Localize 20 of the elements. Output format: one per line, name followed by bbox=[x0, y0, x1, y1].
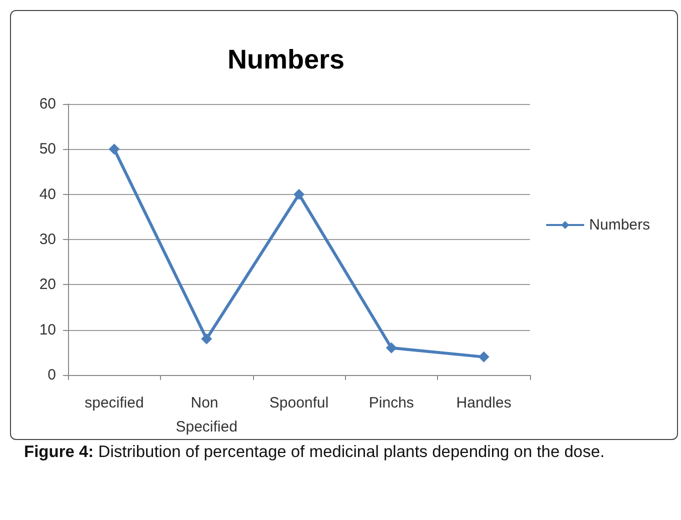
x-tick-label: Pinchs bbox=[368, 394, 414, 412]
point bbox=[386, 342, 397, 354]
x-tick-label: specified bbox=[84, 394, 144, 412]
x-tick-label: Handles bbox=[456, 394, 512, 412]
legend-label: Numbers bbox=[589, 216, 650, 234]
x-tick-label: Spoonful bbox=[269, 394, 329, 412]
point bbox=[108, 144, 120, 155]
chart-title: Numbers bbox=[227, 44, 345, 74]
point bbox=[201, 333, 212, 344]
y-tick-label: 30 bbox=[39, 231, 56, 248]
y-tick-label: 0 bbox=[48, 366, 56, 384]
caption: Figure 4: Distribution of percentage of medicinal plants depending on the dose. bbox=[24, 443, 606, 462]
y-tick-label: 50 bbox=[39, 140, 56, 158]
point bbox=[294, 188, 304, 200]
y-tick-label: 40 bbox=[39, 186, 56, 203]
point bbox=[478, 351, 490, 362]
y-tick-label: 20 bbox=[39, 276, 56, 294]
y-tick-label: 10 bbox=[39, 321, 56, 338]
y-tick-label: 60 bbox=[39, 96, 56, 112]
x-tick-label: Non Specified bbox=[176, 394, 238, 436]
